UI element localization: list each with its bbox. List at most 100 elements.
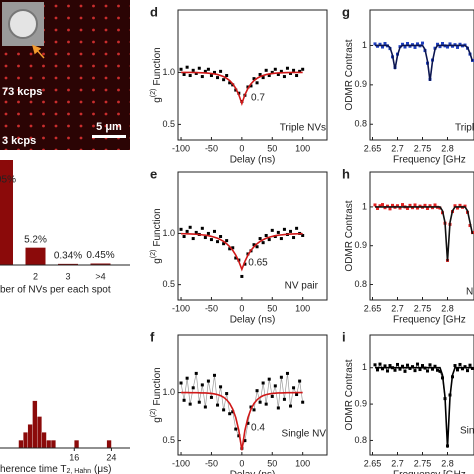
data-point bbox=[200, 383, 204, 387]
y-axis-label-main: g bbox=[152, 97, 163, 103]
dip-label: 0.65 bbox=[248, 258, 268, 269]
y-tick-label: 0.5 bbox=[162, 119, 175, 129]
y-axis-label-sup: (2) bbox=[150, 250, 157, 259]
data-point bbox=[295, 226, 299, 230]
data-point bbox=[396, 204, 399, 208]
data-point bbox=[249, 84, 253, 88]
y-axis-label-main: ODMR Contrast bbox=[344, 39, 355, 110]
histogram-bar bbox=[74, 439, 80, 449]
data-point bbox=[378, 362, 382, 366]
data-point bbox=[212, 229, 216, 233]
xy-panel: 2.65 2.7 2.75 2.8 0.8 0.9 1 Frequency [GHz ODMR … bbox=[342, 329, 474, 474]
y-tick-label: 0.8 bbox=[354, 435, 367, 445]
x-tick-label: -50 bbox=[205, 458, 218, 468]
data-point bbox=[423, 203, 427, 207]
data-point bbox=[282, 227, 286, 231]
data-point bbox=[231, 410, 235, 414]
dip-label: 0.7 bbox=[251, 93, 265, 104]
x-axis-label: Frequency [GHz bbox=[393, 155, 466, 166]
data-point bbox=[301, 233, 305, 237]
y-axis-label: g(2) Function bbox=[150, 367, 163, 422]
xy-panel: 2.65 2.7 2.75 2.8 0.8 0.9 1 Frequency [GHz ODMR … bbox=[342, 166, 474, 326]
data-point bbox=[179, 227, 183, 231]
data-point bbox=[249, 405, 253, 409]
plot-frame bbox=[177, 9, 328, 141]
x-tick-label: 100 bbox=[295, 143, 310, 153]
x-tick-label: -50 bbox=[205, 303, 218, 313]
y-axis-label-rest: Function bbox=[152, 367, 163, 405]
data-point bbox=[264, 402, 268, 406]
data-point bbox=[403, 45, 407, 49]
x-tick-label: 2.8 bbox=[441, 303, 454, 313]
data-point bbox=[225, 74, 229, 78]
data-point bbox=[468, 363, 472, 367]
data-point bbox=[413, 45, 417, 49]
y-axis-label-sup: (2) bbox=[150, 409, 157, 418]
data-point bbox=[301, 67, 305, 71]
x-tick-label: 2 bbox=[33, 271, 38, 281]
data-point bbox=[438, 45, 442, 49]
value-label: 5.2% bbox=[24, 234, 47, 245]
image-label: 73 kcps bbox=[2, 86, 42, 98]
data-point bbox=[456, 45, 459, 49]
data-point bbox=[285, 66, 289, 70]
data-point bbox=[255, 389, 259, 393]
panel-letter: d bbox=[150, 4, 158, 19]
data-point bbox=[458, 362, 462, 366]
dip-label: 0.4 bbox=[251, 423, 265, 434]
data-point bbox=[393, 368, 397, 372]
y-tick-label: 1.0 bbox=[162, 387, 175, 397]
data-point bbox=[264, 68, 268, 72]
data-point bbox=[188, 402, 192, 406]
data-point bbox=[234, 427, 238, 431]
data-point bbox=[276, 72, 280, 76]
data-point bbox=[255, 245, 259, 249]
data-point bbox=[246, 85, 250, 89]
y-axis-label-main: ODMR Contrast bbox=[344, 359, 355, 430]
x-tick-label: 2.65 bbox=[364, 143, 382, 153]
data-point bbox=[298, 379, 302, 383]
data-point bbox=[295, 74, 299, 78]
data-point bbox=[194, 71, 198, 75]
sample-label: NV pair bbox=[285, 281, 319, 292]
data-point bbox=[188, 74, 192, 78]
x-tick-label: 3 bbox=[65, 271, 70, 281]
x-tick-label: 2.7 bbox=[391, 143, 404, 153]
xy-panel: -100 -50 0 50 100 0.5 1.0 Delay (ns) g(2) Functio… bbox=[150, 166, 328, 326]
data-point bbox=[261, 241, 265, 245]
data-point bbox=[182, 398, 186, 402]
plot-frame bbox=[177, 334, 328, 456]
data-point bbox=[285, 371, 289, 375]
bar bbox=[90, 263, 111, 265]
data-point bbox=[191, 386, 195, 390]
y-tick-label: 0.8 bbox=[354, 279, 367, 289]
data-point bbox=[276, 230, 280, 234]
data-point bbox=[234, 256, 238, 260]
image-panel: 73 kcps 3 kcps 5 μm bbox=[0, 0, 130, 150]
data-point bbox=[418, 368, 422, 372]
y-axis-label-main: g bbox=[152, 417, 163, 423]
data-point bbox=[209, 74, 213, 78]
data-point bbox=[398, 206, 402, 210]
data-point bbox=[396, 362, 399, 366]
data-point bbox=[194, 371, 198, 375]
data-point bbox=[273, 67, 277, 71]
y-tick-label: 0.5 bbox=[162, 279, 175, 289]
sample-label: N bbox=[466, 287, 473, 298]
data-point bbox=[436, 368, 439, 372]
data-point bbox=[436, 42, 439, 46]
x-tick-label: 2.75 bbox=[414, 143, 432, 153]
x-axis-label: Delay (ns) bbox=[230, 470, 276, 474]
data-point bbox=[411, 365, 414, 369]
x-tick-label: 50 bbox=[267, 458, 277, 468]
data-point bbox=[267, 238, 271, 242]
inset-spot bbox=[8, 9, 38, 39]
data-point bbox=[428, 363, 432, 367]
x-tick-label: 0 bbox=[239, 143, 244, 153]
bar-chart: 95% 5.2% 2 0.34% 3 0.45% >4 ber of NVs per each… bbox=[0, 160, 130, 296]
x-tick-label: 2.65 bbox=[364, 458, 382, 468]
data-point bbox=[406, 41, 409, 45]
data-point bbox=[219, 385, 223, 389]
bar bbox=[0, 160, 13, 265]
